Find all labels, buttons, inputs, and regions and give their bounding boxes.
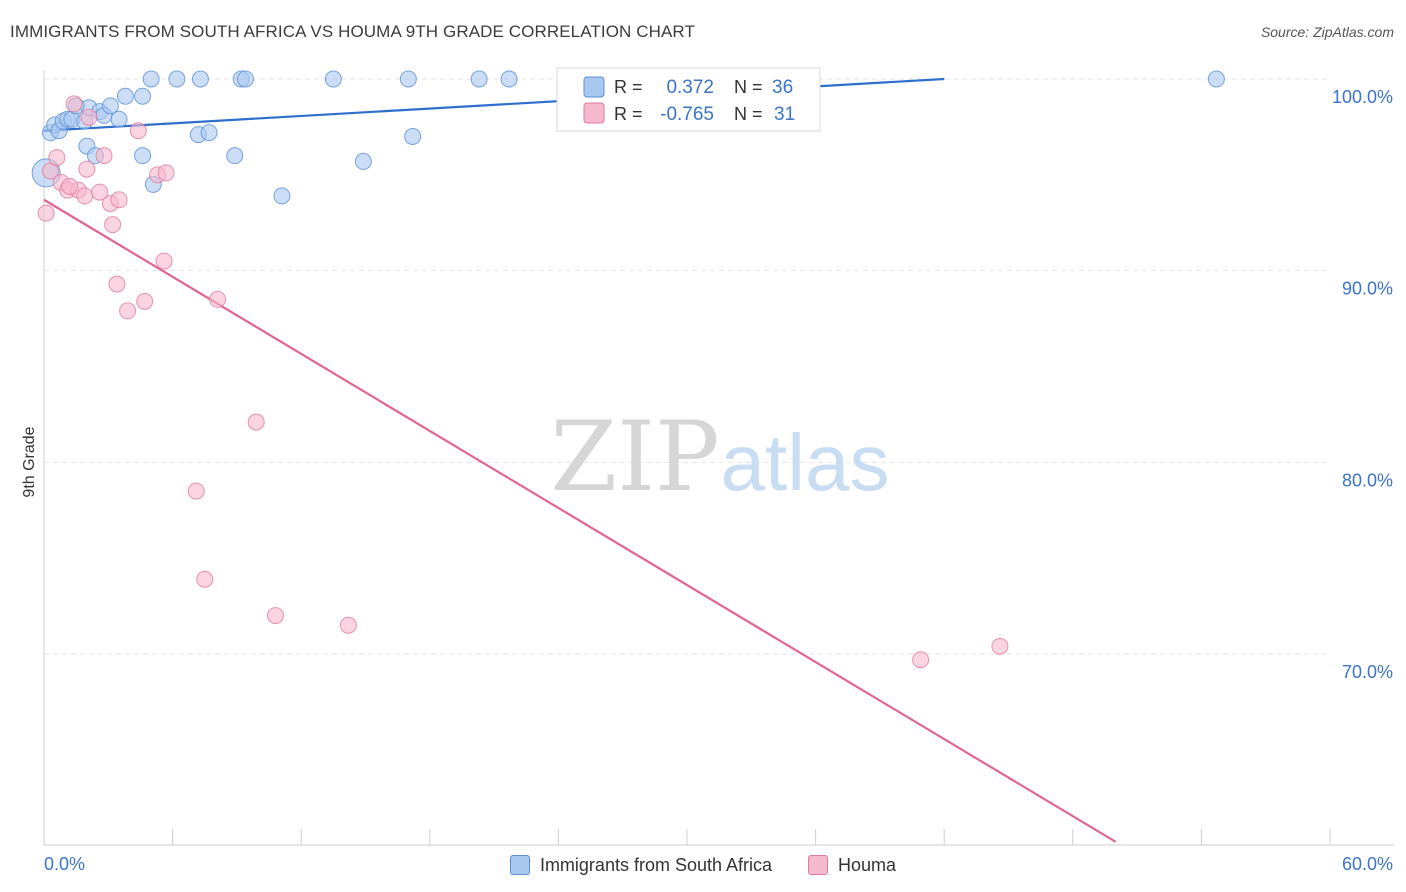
- point-houma-30: [61, 177, 79, 195]
- stats-swatch-blue: [583, 76, 605, 98]
- point-houma-23: [247, 413, 265, 431]
- legend-label-houma: Houma: [838, 854, 897, 875]
- point-houma-5: [65, 95, 83, 113]
- point-houma-15: [108, 275, 126, 293]
- point-immigrants-34: [273, 187, 291, 205]
- stats-n-label-pink: N =: [734, 104, 763, 124]
- watermark-zip: ZIP: [550, 401, 719, 513]
- legend: Immigrants from South Africa Houma: [0, 850, 1406, 880]
- y-tick-label-2: 90.0%: [1342, 279, 1393, 299]
- x-tick-label-0: 0.0%: [44, 854, 85, 874]
- point-immigrants-19: [168, 70, 186, 88]
- watermark: ZIP atlas: [550, 401, 889, 513]
- stats-r-label-pink: R =: [614, 104, 643, 124]
- point-immigrants-25: [470, 70, 488, 88]
- legend-item-immigrants[interactable]: Immigrants from South Africa: [509, 854, 773, 876]
- point-houma-13: [104, 216, 122, 234]
- stats-box: R = 0.372 N = 36 R = -0.765 N = 31: [556, 67, 821, 132]
- point-houma-11: [95, 147, 113, 165]
- legend-item-houma[interactable]: Houma: [808, 855, 896, 876]
- y-tick-label-0: 70.0%: [1342, 662, 1393, 682]
- point-immigrants-18: [142, 70, 160, 88]
- point-houma-17: [129, 122, 147, 140]
- stats-n-value-blue: 36: [772, 77, 793, 98]
- stats-swatch-pink: [583, 102, 605, 124]
- point-houma-22: [209, 290, 227, 308]
- point-houma-27: [339, 616, 357, 634]
- point-immigrants-11: [101, 97, 119, 115]
- point-houma-18: [136, 292, 154, 310]
- point-houma-14: [110, 191, 128, 209]
- point-houma-26: [266, 607, 284, 625]
- point-immigrants-22: [236, 70, 254, 88]
- chart-title: IMMIGRANTS FROM SOUTH AFRICA VS HOUMA 9T…: [10, 22, 695, 41]
- y-tick-label-1: 80.0%: [1342, 470, 1393, 490]
- x-tick-label-1: 60.0%: [1342, 854, 1393, 874]
- watermark-atlas: atlas: [721, 418, 890, 507]
- point-houma-0: [37, 204, 55, 222]
- point-houma-9: [80, 108, 98, 126]
- y-tick-labels: 70.0% 80.0% 90.0% 100.0%: [1332, 87, 1393, 682]
- point-houma-29: [991, 637, 1009, 655]
- stats-r-label-blue: R =: [614, 77, 643, 97]
- point-houma-8: [78, 160, 96, 178]
- stats-n-value-pink: 31: [774, 104, 795, 125]
- point-immigrants-16: [116, 87, 134, 105]
- source-credit: Source: ZipAtlas.com: [1260, 24, 1394, 40]
- point-immigrants-26: [500, 70, 518, 88]
- point-houma-24: [187, 482, 205, 500]
- legend-swatch-pink: [808, 855, 829, 875]
- point-houma-2: [48, 149, 66, 167]
- point-immigrants-28: [1207, 70, 1225, 88]
- legend-swatch-blue: [509, 855, 530, 875]
- stats-r-value-pink: -0.765: [660, 104, 714, 125]
- point-houma-25: [196, 570, 214, 588]
- point-houma-28: [912, 651, 930, 669]
- trend-line-houma: [43, 198, 1117, 843]
- point-immigrants-35: [354, 152, 372, 170]
- stats-r-value-blue: 0.372: [666, 77, 714, 98]
- point-immigrants-30: [200, 124, 218, 142]
- legend-label-immigrants: Immigrants from South Africa: [539, 854, 773, 875]
- x-tick-labels: 0.0% 60.0%: [44, 854, 1393, 874]
- point-immigrants-23: [324, 70, 342, 88]
- point-immigrants-32: [134, 147, 152, 165]
- point-houma-16: [119, 302, 137, 320]
- y-tick-label-3: 100.0%: [1332, 87, 1393, 107]
- point-immigrants-12: [110, 110, 128, 128]
- gridlines: [44, 78, 1330, 655]
- axes: [43, 70, 1394, 846]
- point-houma-7: [76, 187, 94, 205]
- point-houma-20: [157, 164, 175, 182]
- point-immigrants-36: [404, 128, 422, 145]
- point-immigrants-31: [226, 147, 244, 165]
- data-points: [31, 70, 1225, 669]
- point-immigrants-24: [399, 70, 417, 88]
- stats-n-label-blue: N =: [734, 77, 763, 97]
- point-houma-10: [91, 183, 109, 201]
- point-immigrants-17: [134, 87, 152, 105]
- y-axis-label: 9th Grade: [21, 426, 38, 497]
- point-houma-21: [155, 252, 173, 270]
- point-immigrants-20: [191, 70, 209, 88]
